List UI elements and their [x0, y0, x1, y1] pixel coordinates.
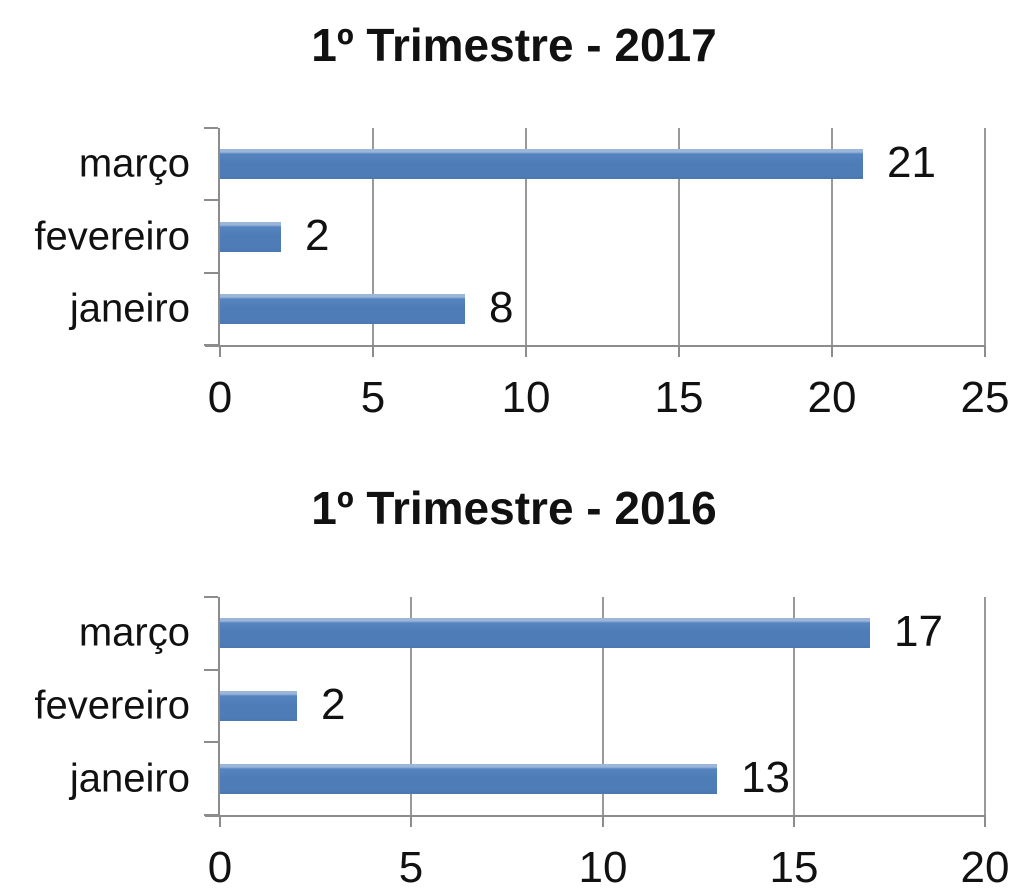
gridline [410, 597, 412, 815]
x-tick-label: 20 [960, 843, 1010, 892]
category-tick [204, 127, 218, 129]
x-tick-label: 15 [654, 373, 704, 422]
x-tick [410, 815, 412, 827]
x-axis-line [205, 815, 985, 817]
x-tick [525, 345, 527, 357]
x-tick-label: 0 [207, 843, 233, 892]
chart-title-2017: 1º Trimestre - 2017 [311, 19, 717, 71]
x-tick-label: 10 [501, 373, 551, 422]
value-label: 17 [894, 607, 943, 656]
gridline [678, 128, 680, 345]
gridline [525, 128, 527, 345]
bar [220, 149, 863, 179]
x-tick-label: 0 [207, 373, 233, 422]
category-tick [204, 741, 218, 743]
x-tick [372, 345, 374, 357]
gridline [831, 128, 833, 345]
x-axis-line [205, 345, 985, 347]
value-label: 2 [321, 680, 346, 729]
chart-trimestre-2016: 1º Trimestre - 2016 0 5 10 15 20 março 17 fever… [0, 447, 1028, 894]
x-tick-label: 25 [960, 373, 1010, 422]
category-tick [204, 669, 218, 671]
x-tick [831, 345, 833, 357]
gridline [372, 128, 374, 345]
value-label: 13 [741, 753, 790, 802]
category-label: fevereiro [34, 683, 190, 728]
value-label: 8 [489, 283, 514, 332]
bar [220, 222, 281, 252]
x-tick-label: 10 [578, 843, 628, 892]
x-tick [602, 815, 604, 827]
bar [220, 764, 717, 794]
category-label: fevereiro [34, 214, 190, 259]
bar [220, 618, 870, 648]
x-tick [984, 815, 986, 827]
category-tick [204, 199, 218, 201]
x-tick-label: 20 [807, 373, 857, 422]
chart-title-2016: 1º Trimestre - 2016 [311, 482, 717, 534]
x-tick [219, 815, 221, 827]
gridline [984, 597, 986, 815]
category-tick [204, 814, 218, 816]
category-label: janeiro [69, 756, 190, 801]
x-tick [793, 815, 795, 827]
gridline [793, 597, 795, 815]
x-tick [984, 345, 986, 357]
bar [220, 294, 465, 324]
x-tick [219, 345, 221, 357]
value-label: 21 [887, 138, 936, 187]
value-label: 2 [305, 211, 330, 260]
x-tick-label: 5 [360, 373, 386, 422]
y-axis-line [218, 128, 220, 345]
category-tick [204, 344, 218, 346]
category-tick [204, 272, 218, 274]
category-label: janeiro [69, 286, 190, 331]
chart-trimestre-2017: 1º Trimestre - 2017 0 5 10 15 20 25 março 21 fev… [34, 19, 1010, 422]
gridline [602, 597, 604, 815]
x-tick-label: 5 [398, 843, 424, 892]
category-tick [204, 596, 218, 598]
category-label: março [78, 610, 190, 655]
x-tick-label: 15 [769, 843, 819, 892]
y-axis-line [218, 597, 220, 815]
bar [220, 691, 297, 721]
category-label: março [78, 141, 190, 186]
x-tick [678, 345, 680, 357]
gridline [984, 128, 986, 345]
